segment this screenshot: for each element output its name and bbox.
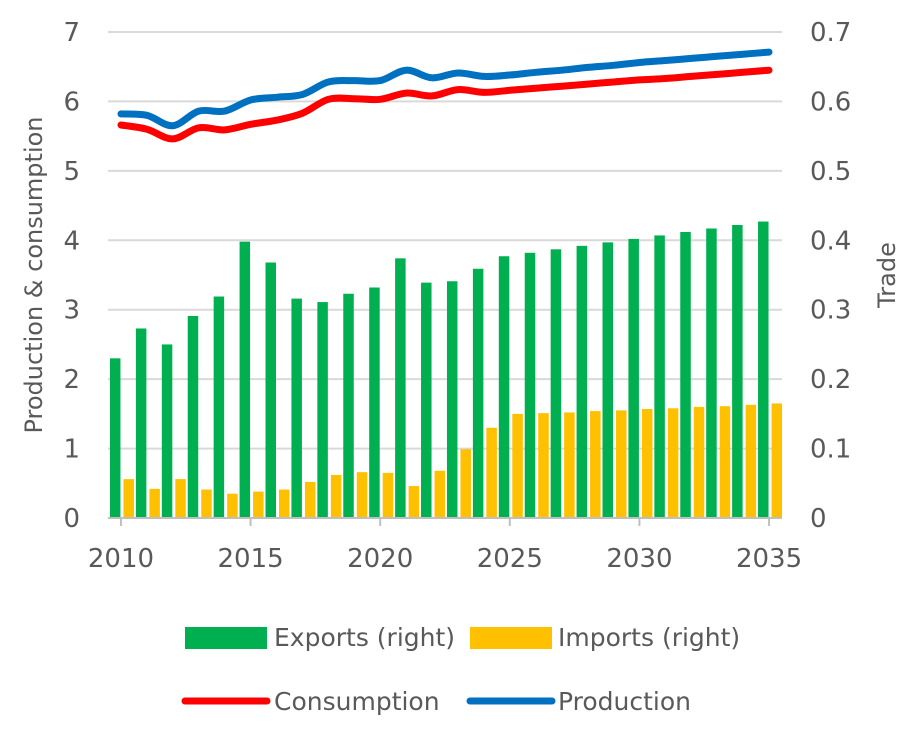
y-right-tick-label: 0 (810, 504, 827, 534)
y-right-tick-label: 0.6 (810, 87, 851, 117)
bar-exports (576, 245, 588, 518)
y-right-tick-label: 0.2 (810, 365, 851, 395)
bar-imports (486, 427, 497, 518)
bar-imports (382, 472, 394, 518)
bar-imports (641, 408, 653, 518)
bar-imports (330, 474, 342, 518)
bar-imports (616, 410, 627, 518)
y-left-tick-label: 1 (63, 435, 80, 465)
bar-exports (758, 221, 769, 519)
bar-imports (460, 449, 471, 518)
y-left-axis-title: Production & consumption (20, 116, 48, 433)
x-tick-label: 2015 (217, 544, 283, 574)
bar-imports (693, 406, 705, 518)
bar-imports (149, 488, 160, 518)
bar-imports (745, 404, 757, 518)
line-production (117, 48, 773, 130)
legend-label-exports: Exports (right) (274, 623, 455, 652)
bar-exports (213, 296, 225, 518)
bar-exports (524, 252, 536, 519)
x-tick-label: 2020 (347, 544, 413, 574)
bar-exports (446, 281, 458, 518)
bar-exports (706, 228, 717, 519)
bar-imports (667, 408, 679, 518)
bar-exports (291, 298, 302, 518)
bar-exports (498, 256, 510, 518)
y-right-tick-label: 0.3 (810, 296, 851, 326)
bar-imports (538, 413, 549, 518)
y-right-tick-label: 0.1 (810, 435, 851, 465)
legend-label-production: Production (558, 687, 691, 716)
x-tick-label: 2025 (477, 544, 543, 574)
bar-imports (771, 403, 783, 518)
bar-imports (356, 472, 368, 518)
y-right-tick-label: 0.7 (810, 18, 851, 48)
bar-exports (343, 293, 354, 518)
bar-exports (187, 315, 199, 518)
bar-imports (590, 411, 601, 518)
bar-imports (408, 486, 420, 518)
y-right-axis-title: Trade (873, 242, 901, 309)
legend-swatch-exports (185, 627, 267, 649)
bar-exports (628, 238, 639, 518)
x-tick-label: 2035 (736, 544, 802, 574)
line-series (117, 48, 773, 143)
y-left-tick-label: 5 (63, 157, 80, 187)
bar-imports (253, 491, 264, 518)
bar-exports (680, 231, 691, 518)
y-left-tick-label: 4 (63, 226, 80, 256)
y-left-tick-label: 3 (63, 296, 80, 326)
legend-label-imports: Imports (right) (558, 623, 740, 652)
bar-exports (317, 302, 328, 518)
y-right-tick-label: 0.5 (810, 157, 851, 187)
y-right-tick-label: 0.4 (810, 226, 851, 256)
line-consumption (117, 66, 773, 143)
bar-imports (227, 493, 238, 518)
bar-exports (602, 242, 613, 518)
bar-exports (550, 249, 562, 518)
bar-exports (265, 262, 276, 518)
bar-exports (472, 268, 484, 518)
y-left-tick-label: 0 (63, 504, 80, 534)
bar-imports (123, 479, 134, 518)
legend-swatch-imports (470, 627, 552, 649)
x-tick-label: 2010 (88, 544, 154, 574)
bar-exports (732, 225, 743, 519)
bar-exports (135, 328, 147, 518)
bar-imports (719, 406, 731, 518)
bar-imports (201, 489, 212, 518)
bar-imports (279, 489, 290, 518)
bar-imports (304, 481, 316, 518)
bar-imports (564, 412, 575, 518)
bar-exports (395, 258, 406, 518)
legend-label-consumption: Consumption (274, 687, 440, 716)
bar-exports (654, 235, 665, 518)
x-tick-label: 2030 (606, 544, 672, 574)
bar-exports (369, 287, 380, 518)
bar-exports (161, 344, 173, 518)
y-left-tick-label: 6 (63, 87, 80, 117)
y-left-tick-label: 7 (63, 18, 80, 48)
axes: 0 1 2 3 4 5 6 7 0 0.1 0.2 0.3 0.4 0.5 0.6 0.7 2010 2015 20… (63, 18, 851, 574)
bar-imports (175, 479, 186, 518)
bar-imports (512, 413, 523, 518)
bar-exports (421, 282, 432, 518)
bar-exports (239, 241, 251, 518)
bar-series (109, 221, 783, 519)
legend: Exports (right) Imports (right) Consumpt… (181, 623, 740, 716)
y-left-tick-label: 2 (63, 365, 80, 395)
bar-exports (109, 358, 121, 518)
bar-imports (434, 470, 446, 518)
